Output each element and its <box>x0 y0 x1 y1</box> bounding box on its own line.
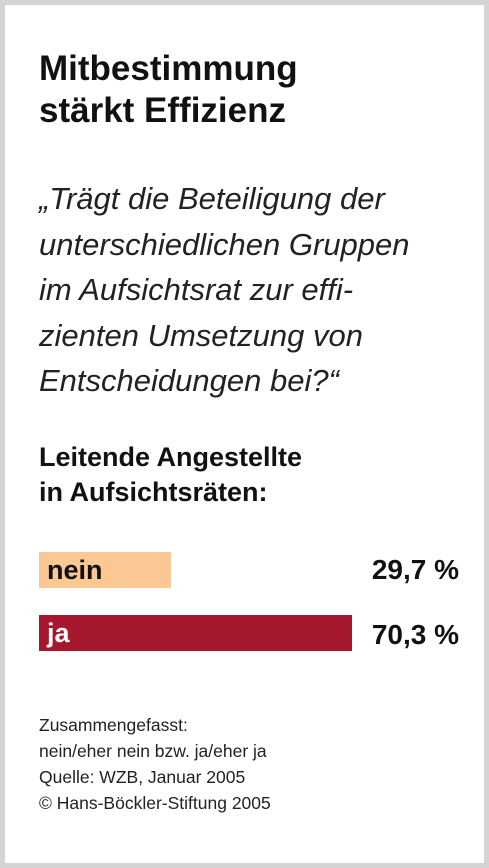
footer-copyright: © Hans-Böckler-Stiftung 2005 <box>39 793 271 813</box>
footer-note: Zusammengefasst: <box>39 715 188 735</box>
title-line-1: Mitbestimmung <box>39 49 298 88</box>
survey-question: „Trägt die Beteiligung der unterschiedli… <box>39 176 479 404</box>
value-label-ja: 70,3 % <box>371 619 459 650</box>
chart-subtitle: Leitende Angestellte in Aufsichtsräten: <box>39 440 469 510</box>
footer-note-detail: nein/eher nein bzw. ja/eher ja <box>39 741 267 761</box>
footer-source: Quelle: WZB, Januar 2005 <box>39 767 246 787</box>
chart-title: Mitbestimmung stärkt Effizienz <box>39 48 469 132</box>
chart-footer: Zusammengefasst: nein/eher nein bzw. ja/… <box>39 712 469 816</box>
bar-label-ja: ja <box>47 618 70 648</box>
question-line-1: „Trägt die Beteiligung der <box>39 181 385 216</box>
subtitle-line-1: Leitende Angestellte <box>39 442 303 472</box>
bar-label-nein: nein <box>47 555 103 585</box>
title-line-2: stärkt Effizienz <box>39 91 286 130</box>
bar-ja: ja <box>39 615 352 651</box>
question-line-4: zienten Umsetzung von <box>39 317 363 353</box>
value-label-nein: 29,7 % <box>371 554 459 585</box>
bar-nein: nein <box>39 552 171 588</box>
question-line-5: Entscheidungen bei?“ <box>39 363 339 398</box>
question-line-3: im Aufsichtsrat zur effi- <box>39 272 354 307</box>
question-line-2: unterschiedlichen Gruppen <box>39 226 410 262</box>
subtitle-line-2: in Aufsichtsräten: <box>39 477 268 507</box>
